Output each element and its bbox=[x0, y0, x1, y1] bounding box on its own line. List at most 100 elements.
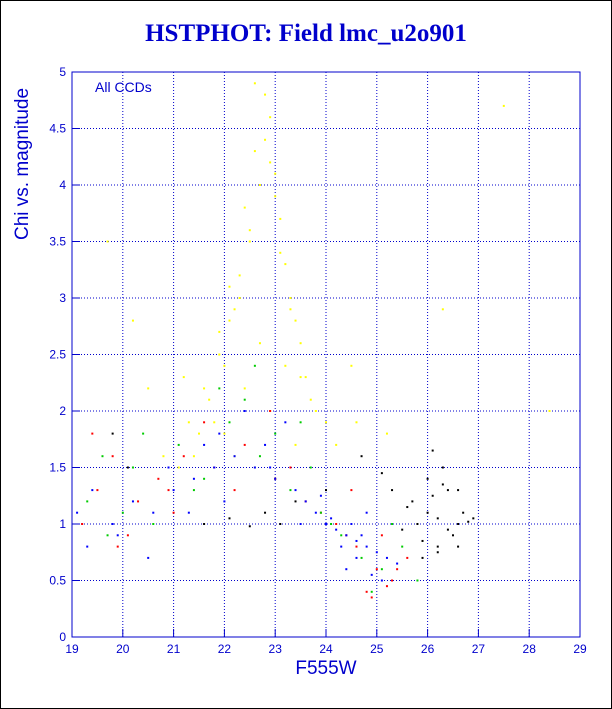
black-data-point bbox=[436, 545, 439, 548]
blue-data-point bbox=[365, 545, 368, 548]
green-data-point bbox=[86, 500, 89, 503]
y-tick-label: 3 bbox=[59, 291, 66, 305]
red-data-point bbox=[380, 534, 383, 537]
yellow-data-point bbox=[192, 455, 195, 458]
red-data-point bbox=[81, 523, 84, 525]
yellow-data-point bbox=[243, 387, 246, 390]
red-data-point bbox=[172, 511, 175, 514]
red-data-point bbox=[365, 590, 368, 593]
blue-data-point bbox=[380, 579, 383, 582]
green-data-point bbox=[228, 421, 231, 424]
red-data-point bbox=[111, 455, 114, 458]
y-axis-label: Chi vs. magnitude bbox=[12, 88, 33, 240]
data-points bbox=[76, 82, 551, 599]
grid bbox=[72, 72, 580, 637]
red-data-point bbox=[375, 568, 378, 571]
green-data-point bbox=[253, 364, 256, 367]
black-data-point bbox=[446, 489, 449, 492]
yellow-data-point bbox=[198, 432, 200, 435]
yellow-data-point bbox=[355, 421, 358, 424]
black-data-point bbox=[411, 500, 414, 503]
green-data-point bbox=[131, 466, 134, 469]
yellow-data-point bbox=[269, 161, 272, 164]
blue-data-point bbox=[152, 511, 155, 514]
green-data-point bbox=[258, 455, 261, 458]
blue-data-point bbox=[167, 466, 170, 469]
yellow-data-point bbox=[304, 376, 307, 379]
blue-data-point bbox=[325, 523, 327, 525]
black-data-point bbox=[203, 523, 206, 525]
yellow-data-point bbox=[213, 421, 216, 424]
yellow-data-point bbox=[289, 308, 292, 311]
black-data-point bbox=[406, 506, 409, 509]
yellow-data-point bbox=[258, 342, 261, 345]
blue-data-point bbox=[187, 511, 190, 514]
yellow-data-point bbox=[264, 93, 267, 96]
yellow-data-point bbox=[233, 308, 236, 311]
blue-data-point bbox=[345, 534, 348, 537]
red-data-point bbox=[203, 421, 206, 424]
yellow-data-point bbox=[218, 353, 221, 356]
blue-data-point bbox=[319, 494, 322, 497]
blue-data-point bbox=[111, 523, 114, 525]
black-data-point bbox=[416, 523, 419, 525]
yellow-data-point bbox=[274, 172, 277, 175]
yellow-data-point bbox=[548, 410, 551, 412]
y-tick-label: 4.5 bbox=[49, 122, 66, 136]
red-data-point bbox=[355, 545, 358, 548]
black-data-point bbox=[426, 477, 429, 480]
y-tick-label: 2 bbox=[59, 404, 66, 418]
black-data-point bbox=[380, 472, 383, 475]
black-data-point bbox=[111, 432, 114, 435]
yellow-data-point bbox=[350, 364, 353, 367]
yellow-data-point bbox=[243, 206, 246, 209]
blue-data-point bbox=[243, 410, 246, 412]
blue-data-point bbox=[147, 556, 150, 559]
blue-data-point bbox=[192, 477, 195, 480]
red-data-point bbox=[396, 568, 399, 571]
y-tick-label: 4 bbox=[59, 178, 66, 192]
green-data-point bbox=[203, 477, 206, 480]
black-data-point bbox=[431, 449, 434, 452]
red-data-point bbox=[157, 477, 160, 480]
black-data-point bbox=[441, 466, 444, 469]
black-data-point bbox=[457, 523, 460, 525]
red-data-point bbox=[350, 489, 353, 492]
x-tick-label: 21 bbox=[167, 642, 181, 656]
x-tick-label: 22 bbox=[218, 642, 232, 656]
red-data-point bbox=[126, 534, 129, 537]
black-data-point bbox=[126, 466, 129, 469]
x-tick-label: 19 bbox=[65, 642, 79, 656]
blue-data-point bbox=[86, 545, 89, 548]
yellow-data-point bbox=[294, 443, 297, 446]
black-data-point bbox=[436, 551, 439, 554]
all-ccds-annotation: All CCDs bbox=[95, 79, 152, 95]
black-data-point bbox=[457, 489, 460, 492]
blue-data-point bbox=[233, 455, 236, 458]
red-data-point bbox=[335, 523, 338, 525]
blue-data-point bbox=[330, 517, 333, 520]
yellow-data-point bbox=[314, 410, 317, 412]
blue-data-point bbox=[172, 489, 175, 492]
yellow-data-point bbox=[269, 116, 272, 119]
red-data-point bbox=[233, 489, 236, 492]
yellow-data-point bbox=[228, 319, 231, 322]
blue-data-point bbox=[355, 539, 358, 542]
blue-data-point bbox=[314, 511, 317, 514]
red-data-point bbox=[116, 545, 119, 548]
yellow-data-point bbox=[441, 308, 444, 311]
blue-data-point bbox=[294, 489, 297, 492]
blue-data-point bbox=[274, 477, 277, 480]
red-data-point bbox=[137, 500, 140, 503]
red-data-point bbox=[370, 596, 373, 599]
y-tick-label: 2.5 bbox=[49, 348, 66, 362]
y-tick-label: 3.5 bbox=[49, 235, 66, 249]
black-data-point bbox=[452, 534, 454, 537]
green-data-point bbox=[319, 511, 322, 514]
black-data-point bbox=[446, 528, 449, 531]
yellow-data-point bbox=[299, 376, 302, 379]
black-data-point bbox=[467, 520, 470, 523]
blue-data-point bbox=[213, 466, 216, 469]
blue-data-point bbox=[345, 568, 348, 571]
yellow-data-point bbox=[279, 251, 282, 254]
